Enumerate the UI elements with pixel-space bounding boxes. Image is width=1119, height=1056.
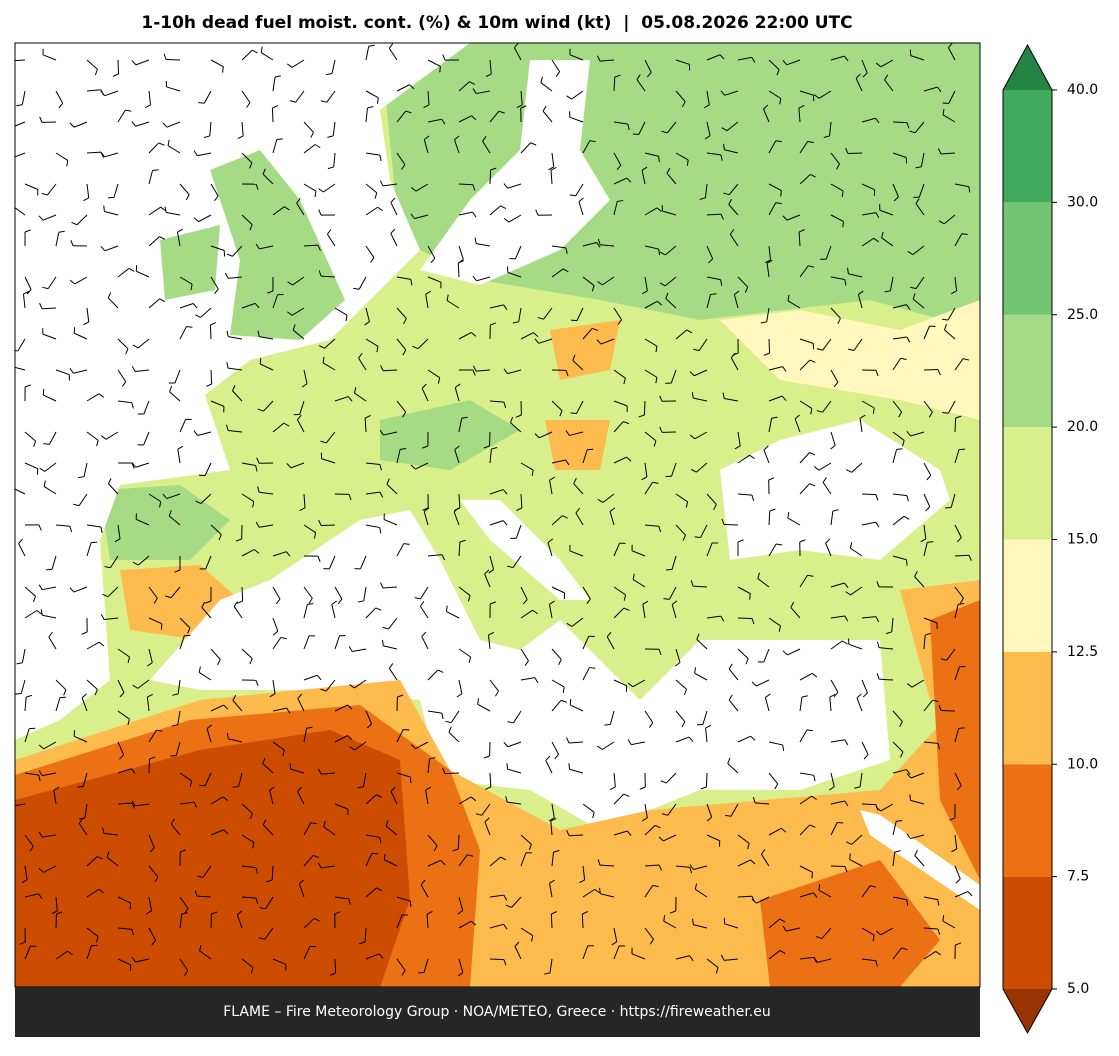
- wind-barb: [418, 972, 424, 973]
- colorbar-tick-label: 5.0: [1067, 981, 1089, 997]
- wind-barb: [666, 569, 672, 570]
- wind-barb: [8, 154, 12, 158]
- wind-barb: [589, 668, 595, 669]
- wind-barb: [850, 853, 851, 859]
- wind-barb: [663, 599, 669, 600]
- wind-barb: [551, 914, 552, 928]
- colorbar-tick-label: 12.5: [1067, 644, 1098, 660]
- wind-barb: [149, 759, 150, 773]
- wind-barb: [166, 59, 180, 60]
- colorbar-segment: [1003, 315, 1052, 427]
- colorbar-segment: [1003, 427, 1052, 539]
- wind-barb: [662, 205, 663, 211]
- wind-barb: [604, 725, 610, 726]
- wind-barb: [77, 787, 83, 788]
- wind-barb: [569, 763, 570, 769]
- wind-barb: [897, 449, 903, 450]
- wind-barb: [440, 66, 441, 72]
- colorbar: 5.0 7.5 10.0 12.5 15.0 20.0 25.0 30.0 40.0: [1003, 45, 1098, 1033]
- colorbar-tick-label: 40.0: [1067, 82, 1098, 98]
- wind-barb: [12, 482, 13, 488]
- wind-barb: [848, 153, 862, 154]
- footer: FLAME – Fire Meteorology Group · NOA/MET…: [223, 1004, 771, 1020]
- title: 1-10h dead fuel moist. cont. (%) & 10m w…: [141, 13, 852, 33]
- wind-barb: [170, 756, 176, 757]
- wind-barb: [843, 221, 844, 227]
- wind-barb: [644, 401, 645, 415]
- wind-barb: [277, 139, 283, 140]
- wind-barb: [943, 103, 949, 104]
- wind-barb: [862, 804, 876, 805]
- wind-barb: [403, 729, 409, 730]
- colorbar-tick-label: 30.0: [1067, 194, 1098, 210]
- colorbar-segment: [1003, 877, 1052, 989]
- wind-barb: [445, 773, 459, 774]
- wind-barb: [582, 914, 583, 928]
- wind-barb: [210, 325, 211, 339]
- wind-barb: [290, 763, 291, 769]
- wind-barb: [507, 763, 508, 769]
- wind-barb: [490, 170, 491, 184]
- wind-barb: [910, 794, 911, 800]
- wind-barb: [211, 370, 212, 384]
- wind-barb: [837, 822, 843, 823]
- colorbar-over: [1003, 45, 1052, 90]
- colorbar-segment: [1003, 652, 1052, 764]
- wind-barb: [186, 327, 192, 328]
- colorbar-under: [1003, 989, 1052, 1033]
- wind-barb: [43, 444, 49, 445]
- colorbar-segment: [1003, 202, 1052, 314]
- wind-barb: [104, 206, 105, 212]
- wind-barb: [893, 122, 907, 123]
- wind-barb: [959, 728, 965, 729]
- wind-barb: [490, 959, 504, 960]
- wind-barb: [272, 108, 273, 122]
- colorbar-tick-label: 15.0: [1067, 532, 1098, 548]
- map: [8, 43, 980, 987]
- wind-barb: [8, 123, 12, 127]
- wind-barb: [42, 308, 56, 309]
- wind-barb: [571, 413, 577, 414]
- colorbar-tick-label: 7.5: [1067, 869, 1089, 885]
- wind-barb: [906, 560, 907, 566]
- wind-barb: [812, 872, 813, 878]
- wind-barb: [695, 537, 701, 538]
- colorbar-segment: [1003, 764, 1052, 876]
- wind-barb: [447, 606, 448, 612]
- wind-barb: [769, 339, 770, 353]
- wind-barb: [15, 693, 21, 694]
- wind-barb: [242, 587, 243, 601]
- wind-barb: [955, 418, 956, 432]
- wind-barb: [862, 494, 876, 495]
- colorbar-tick-label: 25.0: [1067, 307, 1098, 323]
- colorbar-tick-label: 20.0: [1067, 419, 1098, 435]
- wind-barb: [781, 191, 782, 197]
- wind-barb: [633, 134, 639, 135]
- colorbar-segment: [1003, 540, 1052, 652]
- colorbar-segment: [1003, 90, 1052, 202]
- wind-barb: [9, 55, 12, 60]
- wind-barb: [335, 959, 336, 973]
- colorbar-tick-label: 10.0: [1067, 756, 1098, 772]
- wind-barb: [710, 294, 716, 295]
- wind-barb: [153, 170, 159, 171]
- wind-barb: [11, 361, 12, 367]
- wind-barb: [8, 801, 11, 806]
- wind-barb: [945, 507, 951, 508]
- wind-barb: [706, 773, 707, 787]
- wind-barb: [118, 60, 119, 74]
- wind-barb: [569, 835, 583, 836]
